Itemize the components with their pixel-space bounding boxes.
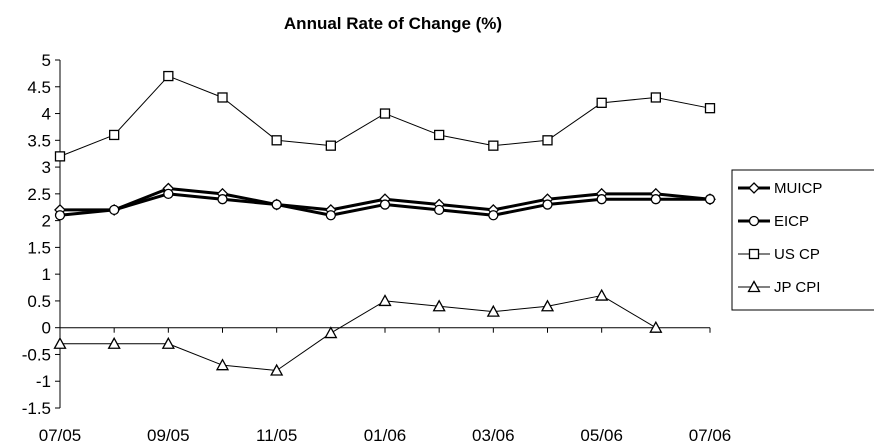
y-tick-label: 4.5 bbox=[27, 78, 51, 97]
data-point-us-cp bbox=[217, 92, 228, 103]
legend-marker-circle bbox=[748, 215, 760, 227]
data-point-jp-cpi bbox=[324, 326, 338, 339]
y-tick-label: -1.5 bbox=[22, 399, 51, 418]
series-eicp bbox=[54, 188, 716, 221]
data-point-us-cp bbox=[325, 140, 336, 151]
x-tick-label: 07/05 bbox=[39, 426, 82, 445]
data-point-us-cp bbox=[542, 135, 553, 146]
data-point-eicp bbox=[109, 204, 120, 216]
data-point-eicp bbox=[163, 188, 174, 199]
legend-item-eicp: EICP bbox=[738, 213, 809, 230]
y-tick-label: -1 bbox=[36, 372, 51, 391]
y-tick-label: 0 bbox=[42, 319, 51, 338]
data-point-eicp bbox=[379, 199, 391, 210]
data-point-us-cp bbox=[54, 151, 66, 162]
data-point-jp-cpi bbox=[486, 304, 500, 317]
legend-label: MUICP bbox=[774, 180, 822, 197]
y-tick-label: 2.5 bbox=[27, 185, 51, 204]
data-point-jp-cpi bbox=[432, 299, 446, 312]
legend-label: EICP bbox=[774, 213, 809, 230]
legend-label: US CP bbox=[774, 246, 820, 263]
y-tick-label: 4 bbox=[42, 105, 51, 124]
data-point-eicp bbox=[54, 210, 66, 221]
x-tick-label: 01/06 bbox=[364, 426, 407, 445]
x-tick-label: 07/06 bbox=[689, 426, 732, 445]
data-point-jp-cpi bbox=[378, 294, 392, 307]
data-point-jp-cpi bbox=[107, 336, 121, 349]
data-point-us-cp bbox=[650, 92, 661, 103]
series-us-cp bbox=[54, 70, 716, 162]
y-tick-label: 1 bbox=[42, 265, 51, 284]
data-point-us-cp bbox=[434, 129, 445, 141]
legend-marker-triangle bbox=[747, 280, 761, 293]
data-point-us-cp bbox=[704, 103, 716, 114]
y-tick-label: 3.5 bbox=[27, 131, 51, 150]
legend-label: JP CPI bbox=[774, 279, 820, 296]
series-layer bbox=[53, 70, 716, 376]
data-point-eicp bbox=[650, 194, 661, 205]
data-point-eicp bbox=[542, 199, 553, 210]
x-tick-label: 09/05 bbox=[147, 426, 190, 445]
data-point-us-cp bbox=[379, 108, 391, 119]
data-point-us-cp bbox=[163, 70, 174, 82]
data-point-us-cp bbox=[596, 97, 607, 108]
data-point-eicp bbox=[434, 204, 445, 216]
legend-marker-square bbox=[748, 248, 760, 260]
data-point-eicp bbox=[217, 194, 228, 205]
data-point-us-cp bbox=[488, 140, 499, 151]
data-point-us-cp bbox=[109, 129, 120, 141]
y-tick-label: 2 bbox=[42, 212, 51, 231]
legend-item-muicp: MUICP bbox=[738, 180, 822, 197]
data-point-eicp bbox=[704, 194, 716, 205]
legend-item-us-cp: US CP bbox=[738, 246, 820, 263]
data-point-jp-cpi bbox=[53, 336, 67, 349]
data-point-jp-cpi bbox=[215, 358, 230, 371]
data-point-jp-cpi bbox=[595, 288, 609, 301]
y-tick-label: 0.5 bbox=[27, 292, 51, 311]
series-jp-cpi bbox=[53, 288, 663, 376]
data-point-eicp bbox=[325, 210, 336, 221]
chart-title: Annual Rate of Change (%) bbox=[284, 14, 502, 33]
x-tick-label: 05/06 bbox=[580, 426, 623, 445]
legend: MUICP EICP US CP JP CPI bbox=[731, 169, 874, 311]
y-tick-label: 1.5 bbox=[27, 238, 51, 257]
x-tick-label: 11/05 bbox=[256, 426, 297, 445]
legend-marker-diamond bbox=[748, 182, 760, 194]
axes: 5 4.5 4 3.5 3 2.5 2 1.5 1 0.5 0 -0.5 -1 -1.5 07/05 09/0… bbox=[22, 51, 732, 445]
series-line-jp-cpi bbox=[60, 295, 657, 372]
data-point-us-cp bbox=[271, 135, 282, 146]
data-point-jp-cpi bbox=[540, 299, 555, 312]
data-point-jp-cpi bbox=[270, 363, 284, 376]
x-tick-label: 03/06 bbox=[472, 426, 515, 445]
legend-item-jp-cpi: JP CPI bbox=[738, 279, 820, 296]
data-point-eicp bbox=[488, 210, 499, 221]
data-point-jp-cpi bbox=[649, 320, 663, 333]
data-point-jp-cpi bbox=[161, 336, 175, 349]
y-tick-label: 3 bbox=[42, 158, 51, 177]
y-tick-label: 5 bbox=[42, 51, 51, 70]
data-point-eicp bbox=[596, 194, 607, 205]
y-tick-label: -0.5 bbox=[22, 345, 51, 364]
data-point-eicp bbox=[271, 199, 282, 210]
